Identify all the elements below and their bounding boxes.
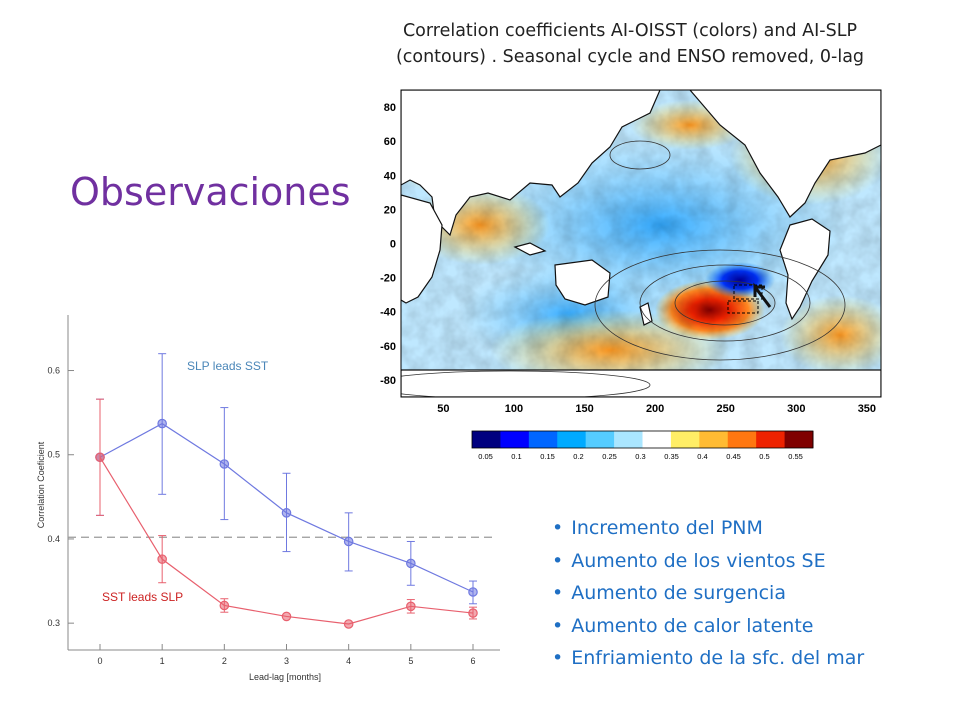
data-point <box>281 508 292 518</box>
map-title-line-1: Correlation coefficients AI-OISST (color… <box>402 21 858 41</box>
slide-title: Observaciones <box>70 170 351 214</box>
x-axis-label: Lead-lag [months] <box>249 672 321 682</box>
y-tick-label: 0.6 <box>47 366 60 376</box>
map-title-line-2: (contours) . Seasonal cycle and ENSO rem… <box>395 47 865 67</box>
colorbar-cell <box>557 431 587 448</box>
map-y-tick: 20 <box>384 204 396 216</box>
colorbar-tick: 0.05 <box>478 452 493 461</box>
data-point <box>406 558 416 569</box>
colorbar-tick: 0.1 <box>511 452 521 461</box>
colorbar-tick: 0.25 <box>602 452 617 461</box>
y-tick-label: 0.4 <box>47 534 60 544</box>
colorbar-cell <box>614 431 643 448</box>
data-point <box>468 608 478 618</box>
bullet-item: Enfriamiento de la sfc. del mar <box>552 642 864 675</box>
bullet-list: Incremento del PNM Aumento de los viento… <box>552 512 864 675</box>
bullet-item: Aumento de los vientos SE <box>552 545 864 578</box>
x-tick-label: 2 <box>222 656 227 666</box>
map-x-tick: 50 <box>437 403 449 415</box>
data-point <box>281 611 292 622</box>
annotation-sst-leads-slp: SST leads SLP <box>102 590 183 604</box>
colorbar-tick: 0.2 <box>573 452 583 461</box>
data-point <box>219 459 230 469</box>
colorbar-cell <box>642 431 672 448</box>
map-title: Correlation coefficients AI-OISST (color… <box>360 18 900 70</box>
colorbar-cell <box>528 431 558 448</box>
map-y-tick: 60 <box>384 136 396 148</box>
map-x-tick: 250 <box>717 403 735 415</box>
colorbar-tick: 0.45 <box>726 452 741 461</box>
colorbar-tick: 0.55 <box>788 452 803 461</box>
bullet-item: Incremento del PNM <box>552 512 864 545</box>
colorbar-tick: 0.4 <box>697 452 707 461</box>
data-point <box>343 619 354 629</box>
map-x-tick: 350 <box>858 403 876 415</box>
x-tick-label: 5 <box>408 656 413 666</box>
colorbar: 0.05 0.1 0.15 0.2 0.25 0.3 0.35 0.4 0.45 0.5 0.55 <box>471 430 814 461</box>
map-x-tick: 100 <box>505 403 523 415</box>
colorbar-cell <box>585 431 615 448</box>
colorbar-tick: 0.3 <box>635 452 645 461</box>
colorbar-tick: 0.5 <box>759 452 769 461</box>
continents <box>401 90 881 397</box>
map-field <box>401 90 881 397</box>
bullet-item: Aumento de surgencia <box>552 577 864 610</box>
x-tick-label: 6 <box>470 656 475 666</box>
colorbar-cell <box>670 431 700 448</box>
map-y-tick: 40 <box>384 170 396 182</box>
colorbar-cell <box>472 431 501 448</box>
map-x-tick: 300 <box>787 403 805 415</box>
data-point <box>157 554 167 564</box>
bullet-item: Aumento de calor latente <box>552 610 864 643</box>
x-tick-label: 4 <box>346 656 351 666</box>
series-0 <box>95 353 478 605</box>
map-y-tick: -20 <box>380 273 396 285</box>
data-point <box>343 536 354 547</box>
data-point <box>157 418 167 429</box>
box-regions <box>727 284 763 314</box>
data-point <box>406 601 416 612</box>
map-y-tick: 80 <box>384 102 396 114</box>
annotation-slp-leads-sst: SLP leads SST <box>187 359 269 373</box>
y-tick-label: 0.5 <box>47 450 60 460</box>
colorbar-cell <box>699 431 729 448</box>
map-y-tick: 0 <box>390 239 396 251</box>
colorbar-cell <box>784 431 814 448</box>
map-x-tick: 150 <box>575 403 593 415</box>
colorbar-tick: 0.15 <box>540 452 555 461</box>
y-axis-label: Correlation Coeficient <box>36 441 46 528</box>
y-tick-label: 0.3 <box>47 618 60 628</box>
map-y-tick: -40 <box>380 307 396 319</box>
slp-contours <box>401 140 846 397</box>
data-point <box>219 600 230 611</box>
colorbar-cell <box>500 431 530 448</box>
data-point <box>95 452 105 463</box>
map-x-tick: 200 <box>646 403 664 415</box>
colorbar-cell <box>756 431 786 448</box>
colorbar-tick: 0.35 <box>664 452 679 461</box>
map-y-tick: -80 <box>380 375 396 387</box>
x-tick-label: 3 <box>284 656 289 666</box>
map-y-tick: -60 <box>380 341 396 353</box>
series-1 <box>95 398 478 629</box>
colorbar-cell <box>727 431 757 448</box>
x-tick-label: 0 <box>97 656 102 666</box>
lead-lag-chart: 0.3 0.4 0.5 0.6 0 1 2 3 4 5 6 SLP leads SST SST le… <box>36 315 500 682</box>
x-tick-label: 1 <box>160 656 165 666</box>
arrow-icon <box>753 282 772 308</box>
data-point <box>468 587 478 597</box>
